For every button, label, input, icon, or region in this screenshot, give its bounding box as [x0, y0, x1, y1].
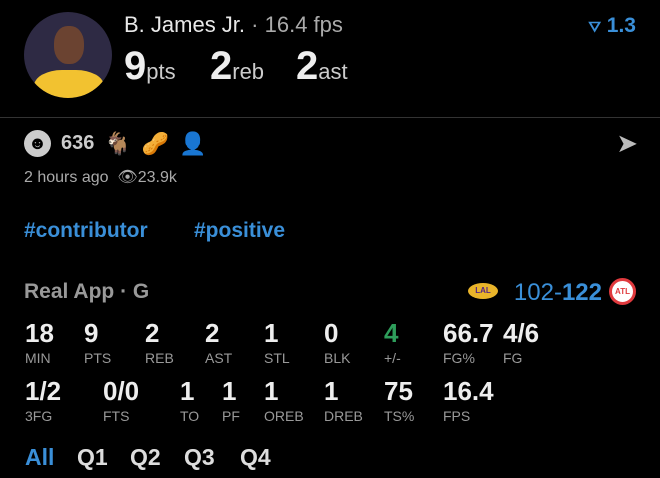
stat-label: PTS: [84, 350, 112, 366]
hawks-logo: ATL: [609, 278, 636, 305]
stat-value: 66.7: [443, 318, 494, 348]
stat-label: FPS: [443, 408, 471, 424]
stat-value: 4: [384, 318, 399, 348]
tag-positive[interactable]: #positive: [194, 219, 286, 242]
stat-label: FG: [503, 350, 523, 366]
quarter-tab-q1[interactable]: Q1: [77, 444, 108, 470]
stat-label: TS%: [384, 408, 415, 424]
quarter-tab-q2[interactable]: Q2: [130, 444, 161, 470]
reb-summary: 2reb: [210, 44, 265, 88]
smiley-icon[interactable]: ☻: [24, 130, 51, 157]
stat-value: 9: [84, 318, 99, 348]
stat-value: 1: [222, 376, 237, 406]
send-icon[interactable]: ➤: [616, 128, 638, 158]
stat-label: AST: [205, 350, 233, 366]
player-avatar[interactable]: [24, 12, 112, 98]
stat-value: 16.4: [443, 376, 494, 406]
avatar-head: [54, 26, 84, 64]
player-fps: 16.4 fps: [264, 12, 343, 37]
quarter-tab-q3[interactable]: Q3: [184, 444, 215, 470]
goat-icon[interactable]: 🐐: [104, 130, 132, 156]
stat-value: 2: [145, 318, 160, 348]
stat-value: 18: [25, 318, 54, 348]
reaction-count: 636: [61, 132, 95, 154]
stat-label: MIN: [25, 350, 51, 366]
stat-value: 2: [205, 318, 220, 348]
tag-contributor[interactable]: #contributor: [24, 219, 148, 242]
view-count: 23.9k: [137, 169, 177, 186]
person-icon[interactable]: 👤: [179, 130, 207, 156]
stat-value: 0: [324, 318, 339, 348]
avatar-jersey: [34, 70, 104, 98]
rating-badge[interactable]: ⛛ 1.3: [588, 14, 636, 37]
reactions-bar[interactable]: ☻ 636 🐐 🥜 👤: [24, 130, 207, 157]
stat-label: BLK: [324, 350, 351, 366]
stat-value: 1: [324, 376, 339, 406]
stat-label: +/-: [384, 350, 401, 366]
player-header[interactable]: B. James Jr. · 16.4 fps: [124, 12, 343, 37]
stat-value: 0/0: [103, 376, 140, 406]
stat-value: 4/6: [503, 318, 540, 348]
post-meta: 2 hours ago 👁23.9k: [24, 169, 177, 186]
stat-value: 1/2: [25, 376, 62, 406]
stat-label: DREB: [324, 408, 363, 424]
stat-value: 1: [264, 318, 279, 348]
game-score[interactable]: 102-122: [513, 279, 602, 306]
stat-label: STL: [264, 350, 290, 366]
game-source: Real App · G: [24, 280, 150, 303]
stat-value: 1: [180, 376, 195, 406]
filter-icon: ⛛: [588, 19, 601, 36]
player-name: B. James Jr.: [124, 12, 246, 37]
peanut-icon[interactable]: 🥜: [141, 130, 170, 156]
ast-summary: 2ast: [296, 44, 348, 88]
stat-label: PF: [222, 408, 240, 424]
stat-value: 75: [384, 376, 413, 406]
stat-label: TO: [180, 408, 200, 424]
quarter-tab-q4[interactable]: Q4: [240, 444, 271, 470]
stat-label: 3FG: [25, 408, 53, 424]
eye-icon: 👁: [117, 169, 138, 186]
quarter-tab-all[interactable]: All: [25, 444, 55, 470]
pts-summary: 9pts: [124, 44, 176, 88]
stat-value: 1: [264, 376, 279, 406]
divider: [0, 117, 660, 118]
stat-label: FTS: [103, 408, 130, 424]
lakers-logo: LAL: [468, 283, 498, 299]
stat-label: FG%: [443, 350, 475, 366]
stat-label: OREB: [264, 408, 304, 424]
stat-label: REB: [145, 350, 174, 366]
